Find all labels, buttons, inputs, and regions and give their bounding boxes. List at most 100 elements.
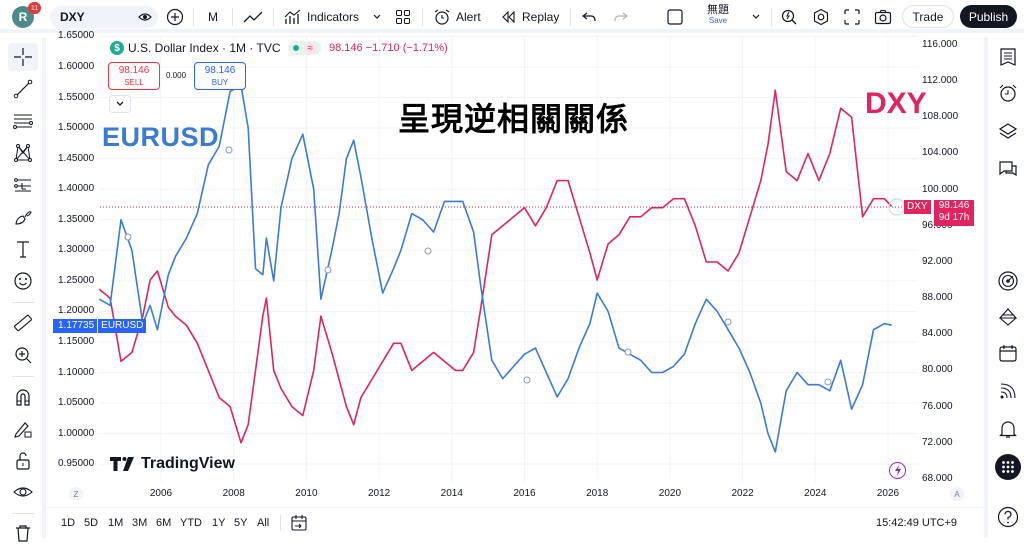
- range-button-ytd[interactable]: YTD: [180, 517, 202, 529]
- fullscreen-button[interactable]: [844, 0, 860, 33]
- fib-retracement-tool[interactable]: [8, 107, 38, 135]
- right-axis-tick: 104.000: [922, 147, 959, 159]
- chart-type-button[interactable]: [243, 0, 263, 33]
- target-icon: [998, 271, 1018, 291]
- collapse-legend-button[interactable]: [109, 95, 131, 113]
- watchlist-button[interactable]: [994, 43, 1022, 71]
- alerts-button[interactable]: [994, 79, 1022, 107]
- chats-button[interactable]: [994, 155, 1022, 183]
- clock-timezone[interactable]: 15:42:49 UTC+9: [876, 517, 958, 529]
- products-button[interactable]: [994, 453, 1022, 481]
- right-axis-tick: 76.000: [922, 400, 953, 412]
- publish-button[interactable]: Publish: [960, 5, 1017, 28]
- go-to-date-button[interactable]: [290, 514, 308, 532]
- calendar-button[interactable]: [994, 339, 1022, 367]
- screener-button[interactable]: [994, 267, 1022, 295]
- pencil-lock-icon: [14, 422, 32, 438]
- watch-icon[interactable]: [138, 10, 152, 24]
- magnet-tool[interactable]: [8, 383, 38, 411]
- layout-save-button[interactable]: 無題 Save: [702, 4, 734, 26]
- buy-button[interactable]: 98.146 BUY: [194, 62, 246, 90]
- unlock-tool[interactable]: [8, 447, 38, 475]
- layout-box-button[interactable]: [666, 0, 684, 33]
- time-axis-tick: 2016: [513, 488, 536, 499]
- object-tree-button[interactable]: [994, 117, 1022, 145]
- range-button-1d[interactable]: 1D: [61, 517, 76, 529]
- delete-drawings-tool[interactable]: [8, 519, 38, 547]
- news-stream-button[interactable]: [994, 377, 1022, 405]
- unlock-icon: [16, 452, 30, 470]
- help-button[interactable]: [994, 503, 1022, 531]
- lock-drawings-tool[interactable]: [8, 415, 38, 443]
- range-button-6m[interactable]: 6M: [156, 517, 172, 529]
- indicators-dropdown[interactable]: [372, 0, 382, 33]
- symbol-search[interactable]: DXY: [50, 6, 158, 28]
- trade-button[interactable]: Trade: [902, 5, 954, 28]
- text-tool[interactable]: [8, 235, 38, 263]
- help-icon: [997, 506, 1019, 528]
- layout-dropdown[interactable]: [751, 0, 761, 33]
- market-status-pill[interactable]: ≈: [288, 41, 321, 55]
- range-button-all[interactable]: All: [257, 517, 270, 529]
- eurusd-annotation: EURUSD: [102, 122, 220, 152]
- replay-button[interactable]: Replay: [502, 0, 559, 33]
- right-axis-tick: 88.000: [922, 292, 953, 304]
- buy-price: 98.146: [204, 65, 236, 76]
- auto-scale-button[interactable]: A: [950, 487, 964, 501]
- redo-button[interactable]: [614, 0, 628, 33]
- alert-button[interactable]: Alert: [433, 0, 481, 33]
- avatar-letter: R: [18, 10, 28, 24]
- trash-icon: [16, 525, 30, 542]
- forecasting-tool[interactable]: [8, 171, 38, 199]
- chevron-down-icon: [752, 14, 760, 19]
- crosshair-tool[interactable]: [8, 43, 38, 71]
- right-axis-tick: 84.000: [922, 328, 953, 340]
- measure-tool[interactable]: [8, 309, 38, 337]
- eurusd-price-tag: 1.17735 EURUSD: [53, 319, 147, 333]
- time-axis-tick: 2012: [367, 488, 391, 499]
- quick-search-button[interactable]: [780, 0, 798, 33]
- undo-button[interactable]: [582, 0, 596, 33]
- series-legend: $ U.S. Dollar Index · 1M · TVC ≈ 98.146 …: [110, 41, 448, 55]
- range-button-1m[interactable]: 1M: [108, 517, 124, 529]
- notifications-button[interactable]: [994, 415, 1022, 443]
- pattern-tool[interactable]: [8, 139, 38, 167]
- hide-drawings-tool[interactable]: [8, 479, 38, 507]
- magnet-icon: [16, 389, 30, 406]
- right-axis-tick: 112.000: [922, 75, 958, 87]
- range-button-3m[interactable]: 3M: [132, 517, 148, 529]
- indicators-button[interactable]: Indicators: [284, 0, 359, 33]
- legend-values: 98.146 −1.710 (−1.71%): [328, 42, 448, 54]
- zoom-in-tool[interactable]: [8, 341, 38, 369]
- market-open-dot-icon: [293, 45, 300, 51]
- snapshot-button[interactable]: [874, 0, 892, 33]
- chevron-down-icon: [373, 14, 381, 19]
- left-axis-tick: 1.30000: [58, 244, 95, 256]
- range-button-1y[interactable]: 1Y: [212, 517, 226, 529]
- left-axis-tick: 1.05000: [58, 397, 95, 409]
- lightning-icon[interactable]: [889, 462, 906, 479]
- time-axis-tick: 2018: [586, 488, 609, 499]
- ideas-button[interactable]: [994, 303, 1022, 331]
- gear-icon: [813, 8, 829, 25]
- sell-button[interactable]: 98.146 SELL: [108, 62, 160, 90]
- layouts-button[interactable]: [395, 0, 411, 33]
- brush-tool[interactable]: [8, 203, 38, 231]
- interval-button[interactable]: M: [208, 0, 218, 33]
- tradingview-logo[interactable]: TradingView: [110, 455, 235, 473]
- trendline-tool[interactable]: [8, 75, 38, 103]
- range-button-5y[interactable]: 5Y: [234, 517, 248, 529]
- zoom-reset-button[interactable]: Z: [69, 487, 83, 501]
- right-axis-tick: 68.000: [922, 472, 953, 484]
- time-axis-tick: 2010: [295, 488, 318, 499]
- buy-label: BUY: [211, 78, 229, 87]
- dxy-annotation: DXY: [865, 87, 927, 120]
- tradingview-mark-icon: [110, 457, 134, 471]
- time-axis-tick: 2006: [149, 488, 173, 499]
- settings-button[interactable]: [812, 0, 830, 33]
- emoji-tool[interactable]: [8, 267, 38, 295]
- right-axis-tick: 72.000: [922, 436, 953, 448]
- add-symbol-button[interactable]: [166, 0, 184, 33]
- legend-title[interactable]: U.S. Dollar Index · 1M · TVC: [128, 41, 281, 55]
- range-button-5d[interactable]: 5D: [84, 517, 99, 529]
